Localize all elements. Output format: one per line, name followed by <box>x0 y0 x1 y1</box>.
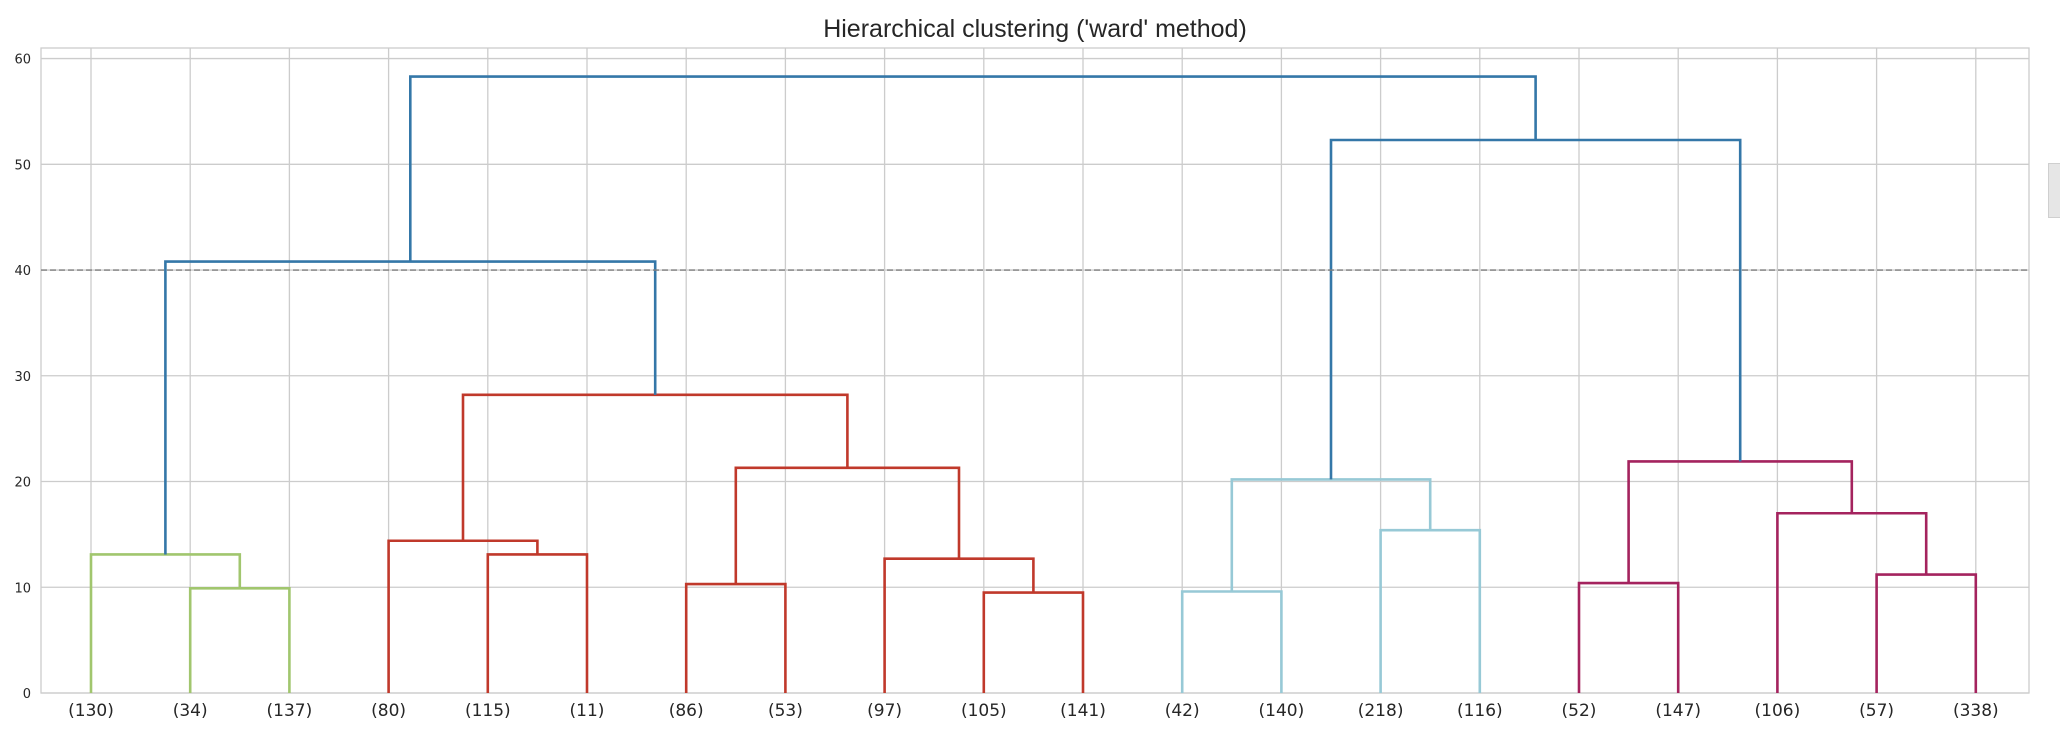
leaf-label: (140) <box>1259 701 1305 721</box>
y-tick-label: 40 <box>14 264 31 279</box>
leaf-label: (52) <box>1562 701 1597 721</box>
merge-link-14 <box>1875 573 1978 693</box>
merge-link-2 <box>486 553 589 693</box>
merge-link-7 <box>734 466 961 585</box>
leaf-label: (86) <box>669 701 704 721</box>
leaf-label: (141) <box>1060 701 1106 721</box>
y-tick-label: 50 <box>14 158 31 173</box>
leaf-label: (218) <box>1358 701 1404 721</box>
dendrogram-links <box>89 75 1978 693</box>
plot-frame <box>40 47 2030 694</box>
leaf-label: (338) <box>1953 701 1999 721</box>
y-tick-label: 20 <box>14 476 31 491</box>
leaf-label: (80) <box>371 701 406 721</box>
x-axis-leaf-labels: (130) (34) (137) (80) (115) (11) (86) (53) (97) (… <box>68 701 1999 721</box>
merge-link-18 <box>409 75 1537 262</box>
leaf-label: (42) <box>1165 701 1200 721</box>
leaf-label: (97) <box>867 701 902 721</box>
leaf-label: (116) <box>1457 701 1503 721</box>
grid-lines <box>41 48 2029 694</box>
y-tick-label: 60 <box>14 53 31 68</box>
merge-link-15 <box>1776 511 1928 693</box>
y-tick-label: 30 <box>14 370 31 385</box>
leaf-label: (130) <box>68 701 114 721</box>
merge-link-16 <box>1627 460 1854 584</box>
merge-link-13 <box>1577 581 1680 693</box>
chart-title: Hierarchical clustering ('ward' method) <box>823 15 1247 43</box>
merge-link-17 <box>1329 138 1742 480</box>
y-tick-label: 0 <box>23 687 31 702</box>
side-panel-tab[interactable] <box>2048 163 2060 218</box>
leaf-label: (137) <box>267 701 313 721</box>
leaf-label: (11) <box>570 701 605 721</box>
merge-link-9 <box>164 260 657 555</box>
merge-link-1 <box>89 553 242 693</box>
merge-link-6 <box>883 557 1035 693</box>
merge-link-5 <box>982 591 1085 693</box>
leaf-label: (105) <box>961 701 1007 721</box>
leaf-label: (57) <box>1859 701 1894 721</box>
merge-link-3 <box>387 539 539 693</box>
y-tick-label: 10 <box>14 581 31 596</box>
leaf-label: (34) <box>173 701 208 721</box>
leaf-label: (147) <box>1655 701 1701 721</box>
y-axis-ticks: 0 10 20 30 40 50 60 <box>14 53 31 702</box>
leaf-label: (115) <box>465 701 511 721</box>
leaf-label: (106) <box>1755 701 1801 721</box>
merge-link-4 <box>684 582 787 693</box>
merge-link-0 <box>188 587 291 693</box>
leaf-label: (53) <box>768 701 803 721</box>
merge-link-12 <box>1230 478 1432 592</box>
merge-link-11 <box>1379 528 1482 693</box>
merge-link-10 <box>1180 590 1283 693</box>
merge-link-8 <box>461 393 849 541</box>
